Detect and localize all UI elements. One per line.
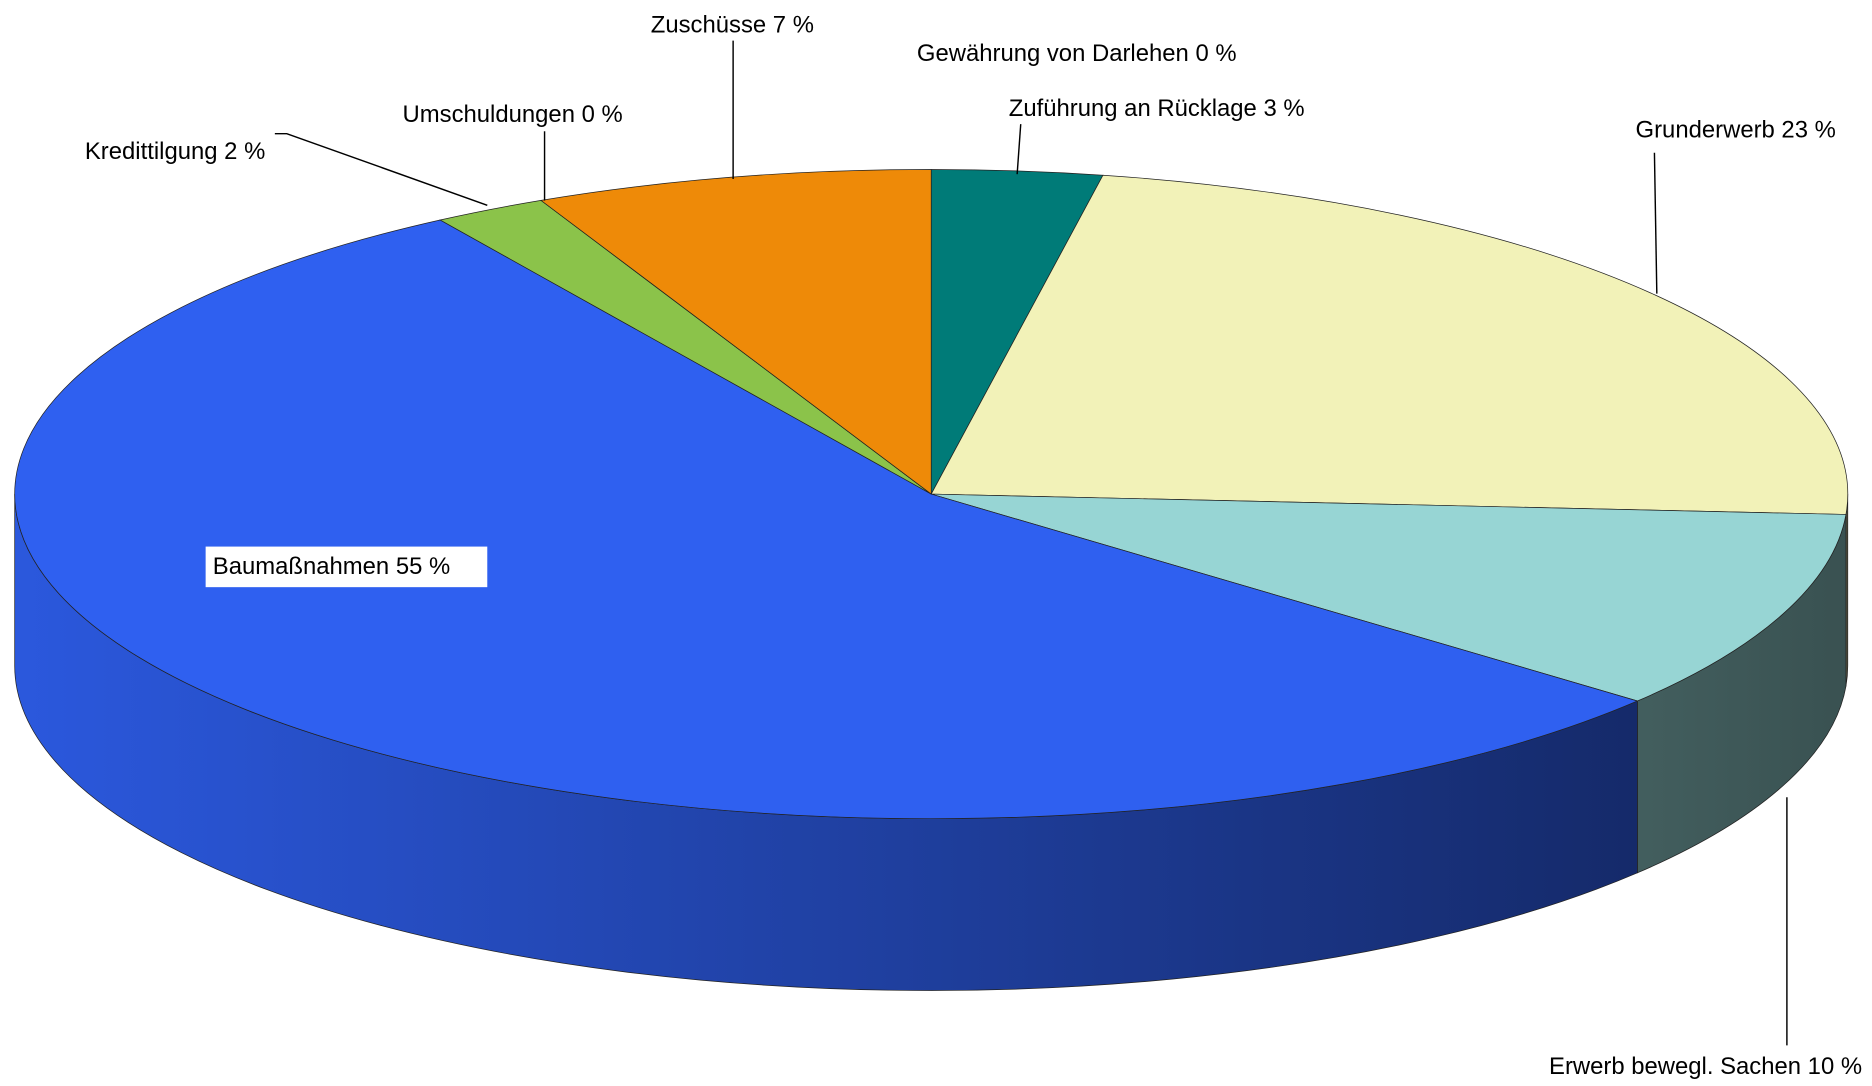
slice-label: Baumaßnahmen 55 % [213,553,450,580]
category-label: Erwerb bewegl. Sachen [1549,1053,1801,1080]
value-label: 55 % [396,553,450,580]
category-label: Gewährung von Darlehen [917,40,1189,67]
leader-line [274,132,488,206]
category-label: Umschuldungen [403,101,582,128]
slice-label: Umschuldungen 0 % [403,101,623,128]
pie-slice [930,174,1849,515]
slice-label: Grunderwerb 23 % [1636,117,1836,144]
value-label: 0 % [582,101,623,128]
slice-label: Erwerb bewegl. Sachen 10 % [1549,1053,1862,1080]
pie-slice [540,169,932,495]
value-label: 7 % [773,12,814,39]
pie-slice [14,219,1639,820]
category-label: Zuschüsse [651,12,766,39]
category-label: Zuführung an Rücklage [1009,95,1257,122]
value-label: 10 % [1808,1053,1862,1080]
label-box [205,546,488,588]
slice-label: Zuschüsse 7 % [651,12,814,39]
pie-tops [14,169,1849,820]
slice-label: Zuführung an Rücklage 3 % [1009,95,1305,122]
pie-slice [931,493,1847,702]
value-label: 3 % [1263,95,1304,122]
slice-label: Kredittilgung 2 % [85,138,265,165]
category-label: Kredittilgung [85,138,218,165]
value-label: 0 % [1195,40,1236,67]
leader-line [1016,124,1022,175]
category-label: Baumaßnahmen [213,553,389,580]
leader-line [1653,152,1658,294]
category-label: Grunderwerb [1636,117,1782,144]
pie-labels: Gewährung von Darlehen 0 % Zuführung an R… [85,12,1862,1081]
value-label: 23 % [1781,117,1835,144]
value-label: 2 % [224,138,265,165]
slice-label: Gewährung von Darlehen 0 % [917,40,1237,67]
